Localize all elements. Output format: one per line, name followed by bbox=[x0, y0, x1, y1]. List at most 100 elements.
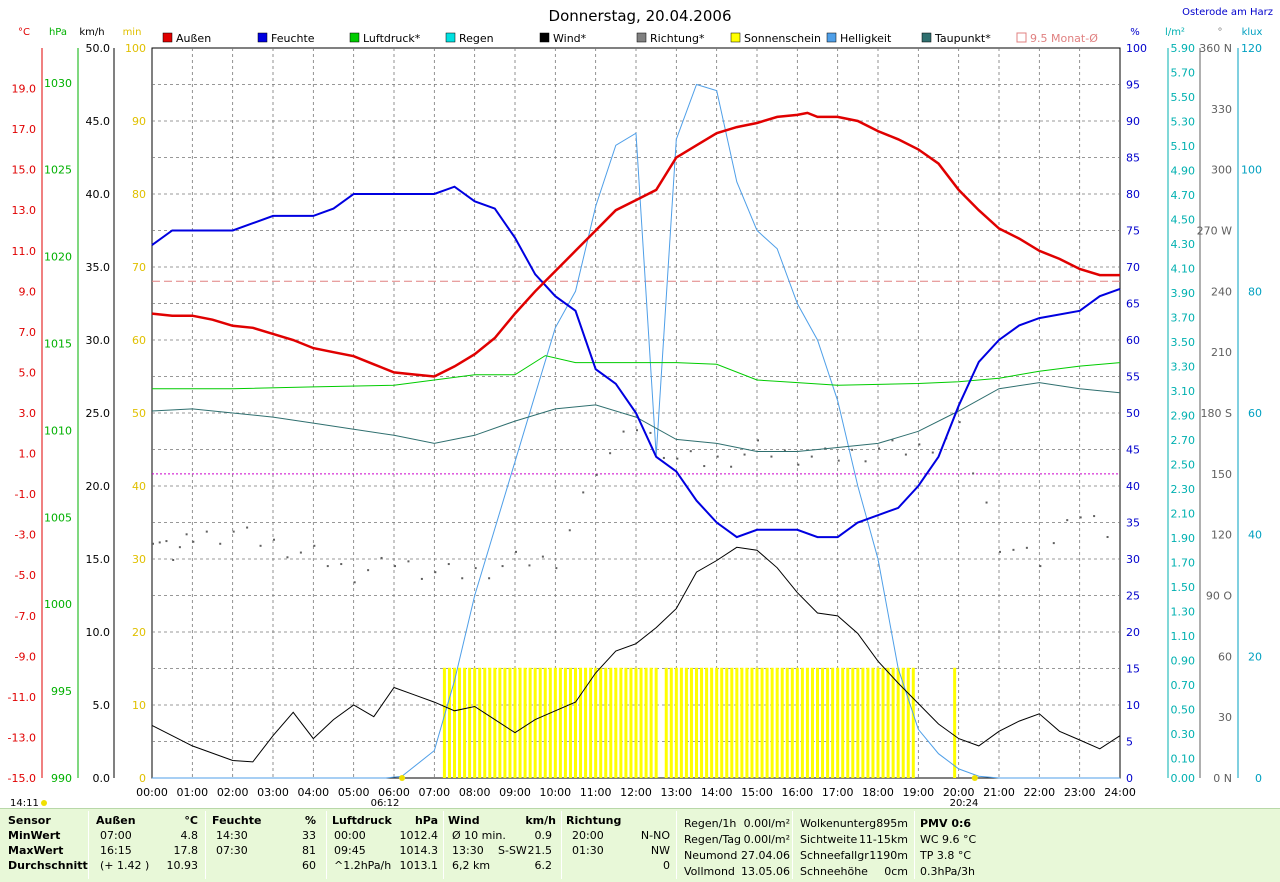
direction-dot bbox=[985, 501, 988, 504]
stats-row-label: MaxWert bbox=[8, 844, 64, 857]
legend-label: Außen bbox=[176, 32, 211, 45]
tick-label: 300 bbox=[1211, 164, 1232, 177]
tick-label: 80 bbox=[1248, 285, 1262, 298]
tick-label: 50.0 bbox=[86, 42, 111, 55]
stat-cell: 07:30 bbox=[216, 844, 248, 857]
sunshine-bar bbox=[483, 667, 487, 778]
stat-cell: 33 bbox=[302, 829, 316, 842]
weather-stat-value: 1190m bbox=[869, 849, 908, 862]
tick-label: 60 bbox=[1248, 407, 1262, 420]
tick-label: 23:00 bbox=[1064, 786, 1096, 799]
sunshine-bar bbox=[735, 667, 739, 778]
stat-cell: 14:30 bbox=[216, 829, 248, 842]
legend-swatch bbox=[445, 32, 456, 43]
tick-label: 11.0 bbox=[12, 245, 37, 258]
tick-label: 70 bbox=[1126, 261, 1140, 274]
pmv-stat: WC 9.6 °C bbox=[920, 833, 977, 846]
stats-header: Luftdruck bbox=[332, 814, 392, 827]
stat-cell: 6,2 km bbox=[452, 859, 491, 872]
sunshine-bar bbox=[745, 667, 749, 778]
tick-label: 0.90 bbox=[1171, 655, 1196, 668]
legend-swatch bbox=[162, 32, 173, 43]
sunshine-bar bbox=[891, 667, 895, 778]
tick-label: 9.0 bbox=[19, 285, 37, 298]
tick-label: 02:00 bbox=[217, 786, 249, 799]
tick-label: 4.90 bbox=[1171, 165, 1196, 178]
sunshine-bar bbox=[866, 667, 870, 778]
legend-swatch bbox=[826, 32, 837, 43]
tick-label: 210 bbox=[1211, 346, 1232, 359]
tick-label: -5.0 bbox=[15, 569, 36, 582]
direction-dot bbox=[555, 567, 558, 570]
sunshine-bar bbox=[826, 667, 830, 778]
tick-label: 1.50 bbox=[1171, 581, 1196, 594]
tick-label: -1.0 bbox=[15, 488, 36, 501]
sunshine-bar bbox=[679, 667, 683, 778]
direction-dot bbox=[326, 565, 329, 568]
rain-stat-label: Vollmond bbox=[684, 865, 735, 878]
direction-dot bbox=[474, 567, 477, 570]
tick-label: 360 N bbox=[1199, 42, 1232, 55]
sunshine-bar bbox=[730, 667, 734, 778]
tick-label: 06:00 bbox=[378, 786, 410, 799]
tick-label: 0.00 bbox=[1171, 772, 1196, 785]
sunshine-bar bbox=[886, 667, 890, 778]
direction-dot bbox=[246, 526, 249, 529]
brightness-line bbox=[152, 83, 1120, 779]
weather-chart: Donnerstag, 20.04.2006 Osterode am Harz Au… bbox=[8, 7, 1273, 808]
tick-label: 1005 bbox=[44, 511, 72, 524]
tick-label: 995 bbox=[51, 685, 72, 698]
stats-separator bbox=[676, 811, 677, 879]
sunshine-bar bbox=[881, 667, 885, 778]
stats-header: Außen bbox=[96, 814, 136, 827]
direction-dot bbox=[716, 455, 719, 458]
stat-cell: 10.93 bbox=[166, 859, 199, 872]
stats-header: Sensor bbox=[8, 814, 51, 827]
tick-label: 1.30 bbox=[1171, 606, 1196, 619]
direction-dots bbox=[152, 421, 1109, 584]
stats-separator bbox=[326, 811, 327, 879]
tick-label: 0.70 bbox=[1171, 679, 1196, 692]
sunshine-bar bbox=[795, 667, 799, 778]
direction-dot bbox=[259, 544, 262, 547]
tick-label: 75 bbox=[1126, 225, 1140, 238]
sunshine-bar bbox=[770, 667, 774, 778]
axis-wind: 50.0 45.0 40.0 35.0 30.0 25.0 20.0 15.0 10.0 5.0 0… bbox=[86, 42, 111, 785]
direction-dot bbox=[394, 565, 396, 568]
direction-dot bbox=[1025, 546, 1028, 549]
stat-cell: S-SW bbox=[498, 844, 527, 857]
stats-header: Richtung bbox=[566, 814, 622, 827]
sunshine-bar bbox=[644, 667, 648, 778]
sunshine-bar bbox=[821, 667, 825, 778]
weather-stat-value: 11-15km bbox=[858, 833, 908, 846]
stats-header: % bbox=[304, 814, 316, 827]
stats-header: hPa bbox=[414, 814, 438, 827]
direction-dot bbox=[192, 540, 195, 543]
sunshine-bar bbox=[689, 667, 693, 778]
tick-label: 50 bbox=[1126, 407, 1140, 420]
sunshine-bar bbox=[503, 667, 507, 778]
stat-cell: 0 bbox=[663, 859, 670, 872]
tick-label: 1010 bbox=[44, 424, 72, 437]
tick-label: 60 bbox=[1126, 334, 1140, 347]
tick-label: 3.30 bbox=[1171, 361, 1196, 374]
axis-unit-temp: °C bbox=[18, 27, 30, 38]
sunshine-bar bbox=[523, 667, 527, 778]
tick-label: 40 bbox=[1248, 529, 1262, 542]
axis-lux: 120 100 80 60 40 20 0 bbox=[1241, 42, 1262, 785]
rain-stat-value: 13.05.06 bbox=[741, 865, 790, 878]
stat-cell: 60 bbox=[302, 859, 316, 872]
axis-temp: 19.0 17.0 15.0 13.0 11.0 9.0 7.0 5.0 3.0 1.0 -1.0 -… bbox=[8, 83, 36, 785]
tick-label: 95 bbox=[1126, 79, 1140, 92]
tick-label: 30 bbox=[1126, 553, 1140, 566]
location-label: Osterode am Harz bbox=[1182, 7, 1273, 18]
sunshine-bar bbox=[856, 667, 860, 778]
tick-label: 5 bbox=[1126, 736, 1133, 749]
sunshine-bar bbox=[871, 667, 875, 778]
sunshine-bar bbox=[790, 667, 794, 778]
stats-row-label: MinWert bbox=[8, 829, 61, 842]
tick-label: 19:00 bbox=[902, 786, 934, 799]
stats-header: Wind bbox=[448, 814, 480, 827]
tick-label: 0 bbox=[1255, 772, 1262, 785]
